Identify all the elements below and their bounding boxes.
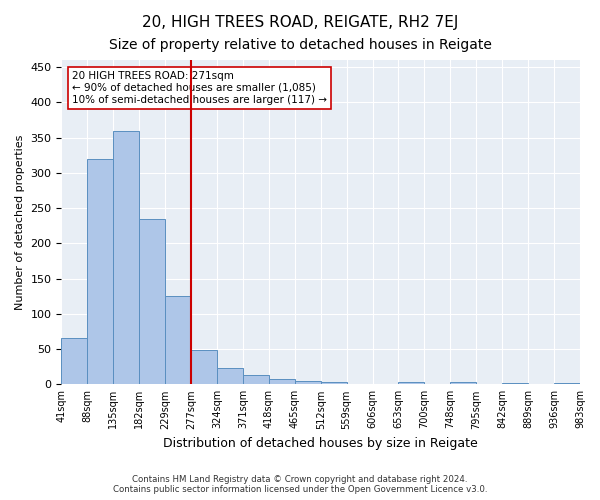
Bar xyxy=(295,381,321,384)
Bar xyxy=(139,218,165,384)
Bar xyxy=(61,338,88,384)
Text: Contains public sector information licensed under the Open Government Licence v3: Contains public sector information licen… xyxy=(113,485,487,494)
Bar xyxy=(502,383,528,384)
Text: Contains HM Land Registry data © Crown copyright and database right 2024.: Contains HM Land Registry data © Crown c… xyxy=(132,475,468,484)
X-axis label: Distribution of detached houses by size in Reigate: Distribution of detached houses by size … xyxy=(163,437,478,450)
Text: Size of property relative to detached houses in Reigate: Size of property relative to detached ho… xyxy=(109,38,491,52)
Text: 20, HIGH TREES ROAD, REIGATE, RH2 7EJ: 20, HIGH TREES ROAD, REIGATE, RH2 7EJ xyxy=(142,15,458,30)
Bar xyxy=(113,130,139,384)
Bar xyxy=(554,383,580,384)
Y-axis label: Number of detached properties: Number of detached properties xyxy=(15,134,25,310)
Bar xyxy=(321,382,347,384)
Bar xyxy=(217,368,243,384)
Bar xyxy=(165,296,191,384)
Bar xyxy=(269,378,295,384)
Bar xyxy=(451,382,476,384)
Text: 20 HIGH TREES ROAD: 271sqm
← 90% of detached houses are smaller (1,085)
10% of s: 20 HIGH TREES ROAD: 271sqm ← 90% of deta… xyxy=(72,72,327,104)
Bar xyxy=(398,382,424,384)
Bar xyxy=(88,158,113,384)
Bar xyxy=(191,350,217,384)
Bar xyxy=(243,375,269,384)
